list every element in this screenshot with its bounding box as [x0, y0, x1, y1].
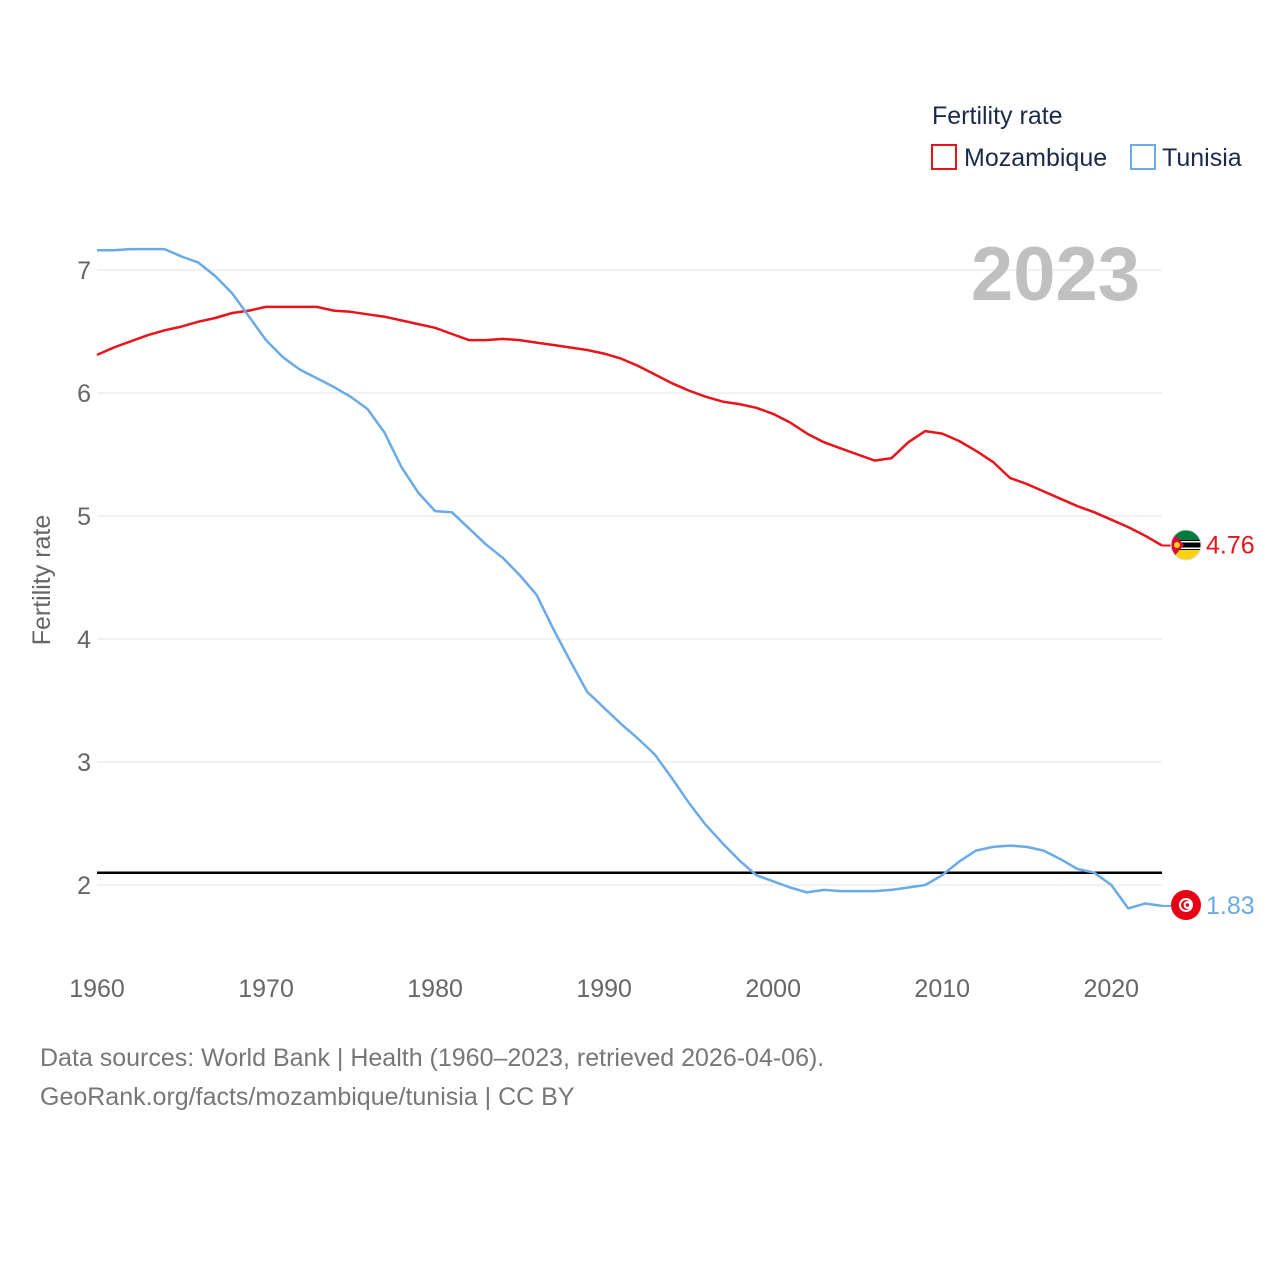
x-tick-label: 2000 — [745, 975, 801, 1003]
y-tick-label: 5 — [77, 503, 91, 531]
y-tick-label: 6 — [77, 380, 91, 408]
legend: Fertility rate Mozambique Tunisia — [931, 102, 1242, 172]
x-tick-label: 1980 — [407, 975, 463, 1003]
end-value-label-tunisia: 1.83 — [1206, 892, 1255, 920]
x-tick-label: 1990 — [576, 975, 632, 1003]
y-tick-label: 2 — [77, 872, 91, 900]
mozambique-flag-icon — [1171, 530, 1201, 560]
year-watermark: 2023 — [971, 232, 1140, 317]
x-tick-label: 2010 — [914, 975, 970, 1003]
end-value-label-mozambique: 4.76 — [1206, 532, 1255, 560]
x-tick-label: 2020 — [1083, 975, 1139, 1003]
legend-label-tunisia[interactable]: Tunisia — [1162, 144, 1242, 172]
series-line-tunisia — [97, 247, 1163, 910]
x-tick-label: 1970 — [238, 975, 294, 1003]
footer-source: Data sources: World Bank | Health (1960–… — [40, 1044, 825, 1072]
y-tick-label: 4 — [77, 626, 91, 654]
x-tick-label: 1960 — [69, 975, 125, 1003]
legend-swatch-tunisia[interactable] — [1130, 144, 1156, 170]
y-tick-label: 3 — [77, 749, 91, 777]
legend-title: Fertility rate — [932, 102, 1063, 130]
y-axis-label: Fertility rate — [28, 515, 56, 646]
series-line-mozambique — [96, 305, 1163, 547]
y-tick-label: 7 — [77, 257, 91, 285]
footer-credit[interactable]: GeoRank.org/facts/mozambique/tunisia | C… — [40, 1083, 575, 1111]
tunisia-flag-icon — [1171, 890, 1201, 920]
legend-swatch-mozambique[interactable] — [931, 144, 957, 170]
legend-label-mozambique[interactable]: Mozambique — [964, 144, 1107, 172]
